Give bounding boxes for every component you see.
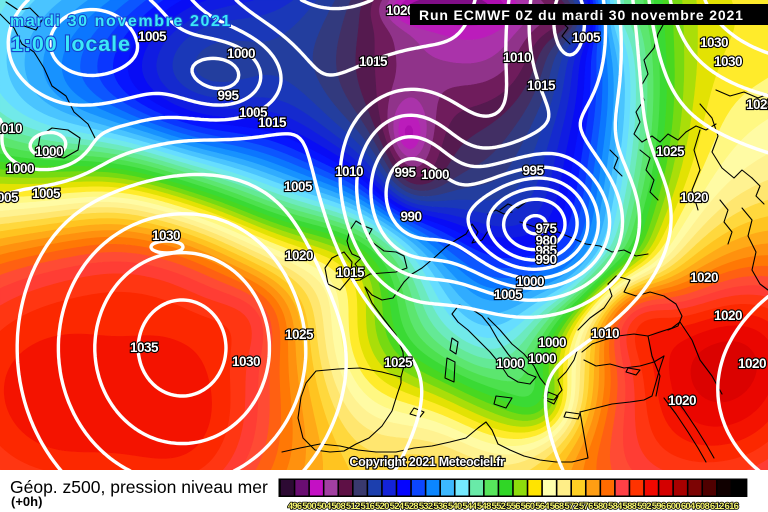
svg-text:1025: 1025 <box>285 327 314 342</box>
svg-text:mardi 30 novembre 2021: mardi 30 novembre 2021 <box>10 13 232 30</box>
svg-text:1000: 1000 <box>538 335 566 350</box>
svg-text:568: 568 <box>550 501 564 512</box>
svg-text:1000: 1000 <box>227 46 255 61</box>
svg-text:1010: 1010 <box>591 326 619 341</box>
svg-text:1000: 1000 <box>516 274 544 289</box>
svg-text:584: 584 <box>608 501 623 512</box>
svg-text:1005: 1005 <box>284 179 313 194</box>
svg-text:1005: 1005 <box>138 29 167 44</box>
svg-text:1020: 1020 <box>668 393 696 408</box>
svg-text:500: 500 <box>302 501 316 512</box>
svg-text:1030: 1030 <box>152 228 180 243</box>
svg-text:564: 564 <box>535 501 550 512</box>
svg-text:556: 556 <box>506 501 520 512</box>
svg-text:504: 504 <box>317 501 332 512</box>
svg-text:1000: 1000 <box>421 167 449 182</box>
svg-text:1005: 1005 <box>494 287 523 302</box>
svg-text:528: 528 <box>404 501 418 512</box>
svg-text:1020: 1020 <box>714 308 742 323</box>
svg-text:995: 995 <box>522 163 544 178</box>
svg-text:616: 616 <box>725 501 739 512</box>
svg-text:1015: 1015 <box>359 54 388 69</box>
svg-text:1010: 1010 <box>0 121 22 136</box>
svg-text:572: 572 <box>564 501 578 512</box>
svg-text:980: 980 <box>535 233 556 248</box>
svg-text:Copyright 2021 Meteociel.fr: Copyright 2021 Meteociel.fr <box>349 455 505 469</box>
svg-text:532: 532 <box>419 501 433 512</box>
svg-text:1005: 1005 <box>32 186 61 201</box>
svg-text:1:00 locale: 1:00 locale <box>11 32 131 56</box>
svg-text:1000: 1000 <box>6 161 34 176</box>
svg-text:588: 588 <box>623 501 637 512</box>
svg-text:1030: 1030 <box>714 54 742 69</box>
svg-text:1025: 1025 <box>746 97 768 112</box>
svg-text:1000: 1000 <box>35 144 63 159</box>
svg-text:985: 985 <box>535 243 557 258</box>
svg-text:(+0h): (+0h) <box>11 494 42 509</box>
svg-text:536: 536 <box>433 501 447 512</box>
svg-text:995: 995 <box>394 165 416 180</box>
svg-text:608: 608 <box>695 501 709 512</box>
svg-text:496: 496 <box>288 501 302 512</box>
svg-text:995: 995 <box>217 88 239 103</box>
svg-text:592: 592 <box>637 501 651 512</box>
svg-text:576: 576 <box>579 501 593 512</box>
svg-text:1010: 1010 <box>503 50 531 65</box>
svg-text:1005: 1005 <box>0 190 19 205</box>
svg-text:1000: 1000 <box>496 356 524 371</box>
svg-text:596: 596 <box>652 501 666 512</box>
svg-text:1005: 1005 <box>572 30 601 45</box>
svg-text:1020: 1020 <box>386 3 414 18</box>
svg-text:1020: 1020 <box>738 356 766 371</box>
svg-text:1020: 1020 <box>680 190 708 205</box>
svg-text:552: 552 <box>492 501 506 512</box>
svg-text:612: 612 <box>710 501 724 512</box>
svg-text:1015: 1015 <box>258 115 287 130</box>
svg-text:1030: 1030 <box>232 354 260 369</box>
svg-text:Run ECMWF 0Z du mardi 30 novem: Run ECMWF 0Z du mardi 30 novembre 2021 <box>419 7 744 23</box>
svg-text:1005: 1005 <box>239 105 268 120</box>
svg-text:Géop. z500, pression niveau me: Géop. z500, pression niveau mer <box>10 477 268 497</box>
svg-text:548: 548 <box>477 501 491 512</box>
svg-text:560: 560 <box>521 501 535 512</box>
svg-text:508: 508 <box>331 501 345 512</box>
svg-text:1020: 1020 <box>285 248 313 263</box>
svg-text:1020: 1020 <box>690 270 718 285</box>
svg-text:1010: 1010 <box>335 164 363 179</box>
svg-text:1035: 1035 <box>130 340 159 355</box>
svg-text:600: 600 <box>666 501 680 512</box>
svg-text:524: 524 <box>390 501 405 512</box>
svg-text:520: 520 <box>375 501 389 512</box>
svg-text:516: 516 <box>361 501 375 512</box>
svg-text:990: 990 <box>400 209 421 224</box>
svg-text:512: 512 <box>346 501 360 512</box>
svg-text:1015: 1015 <box>336 265 365 280</box>
svg-text:1015: 1015 <box>527 78 556 93</box>
svg-text:1000: 1000 <box>528 351 556 366</box>
svg-text:1025: 1025 <box>384 355 413 370</box>
svg-text:604: 604 <box>681 501 696 512</box>
svg-text:544: 544 <box>462 501 477 512</box>
svg-text:540: 540 <box>448 501 462 512</box>
svg-text:1030: 1030 <box>700 35 728 50</box>
svg-text:580: 580 <box>593 501 607 512</box>
svg-text:1025: 1025 <box>656 144 685 159</box>
svg-text:990: 990 <box>535 252 556 267</box>
svg-text:975: 975 <box>535 221 557 236</box>
